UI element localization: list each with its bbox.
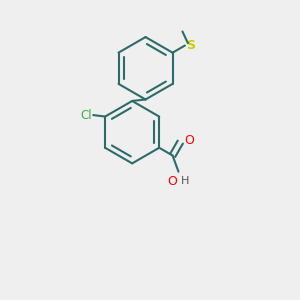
Text: O: O [184,134,194,147]
Text: S: S [186,39,195,52]
Text: O: O [167,175,177,188]
Text: H: H [181,176,189,186]
Text: Cl: Cl [80,109,92,122]
